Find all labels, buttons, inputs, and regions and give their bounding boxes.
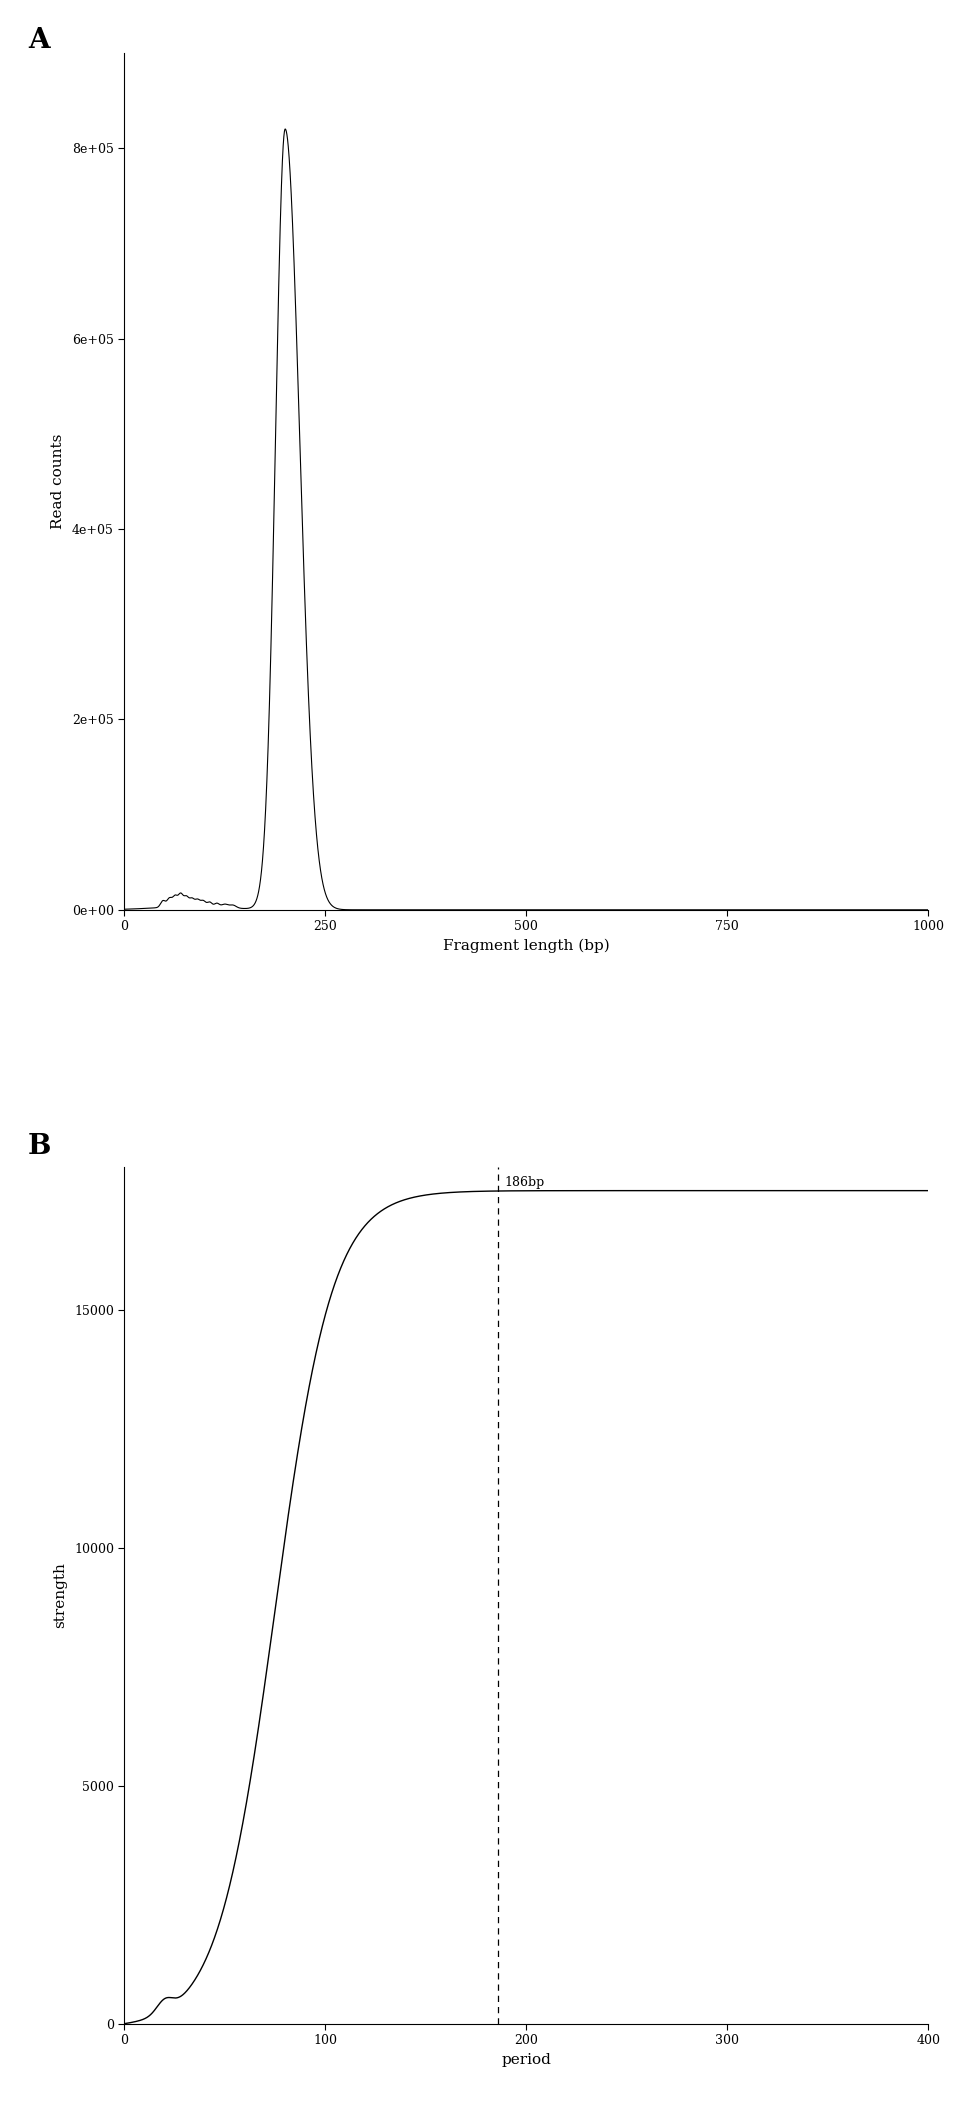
X-axis label: period: period (501, 2053, 551, 2066)
Y-axis label: Read counts: Read counts (51, 434, 65, 530)
Text: 186bp: 186bp (504, 1176, 545, 1189)
X-axis label: Fragment length (bp): Fragment length (bp) (443, 939, 610, 954)
Text: B: B (28, 1132, 52, 1159)
Y-axis label: strength: strength (53, 1562, 67, 1627)
Text: A: A (28, 28, 50, 55)
